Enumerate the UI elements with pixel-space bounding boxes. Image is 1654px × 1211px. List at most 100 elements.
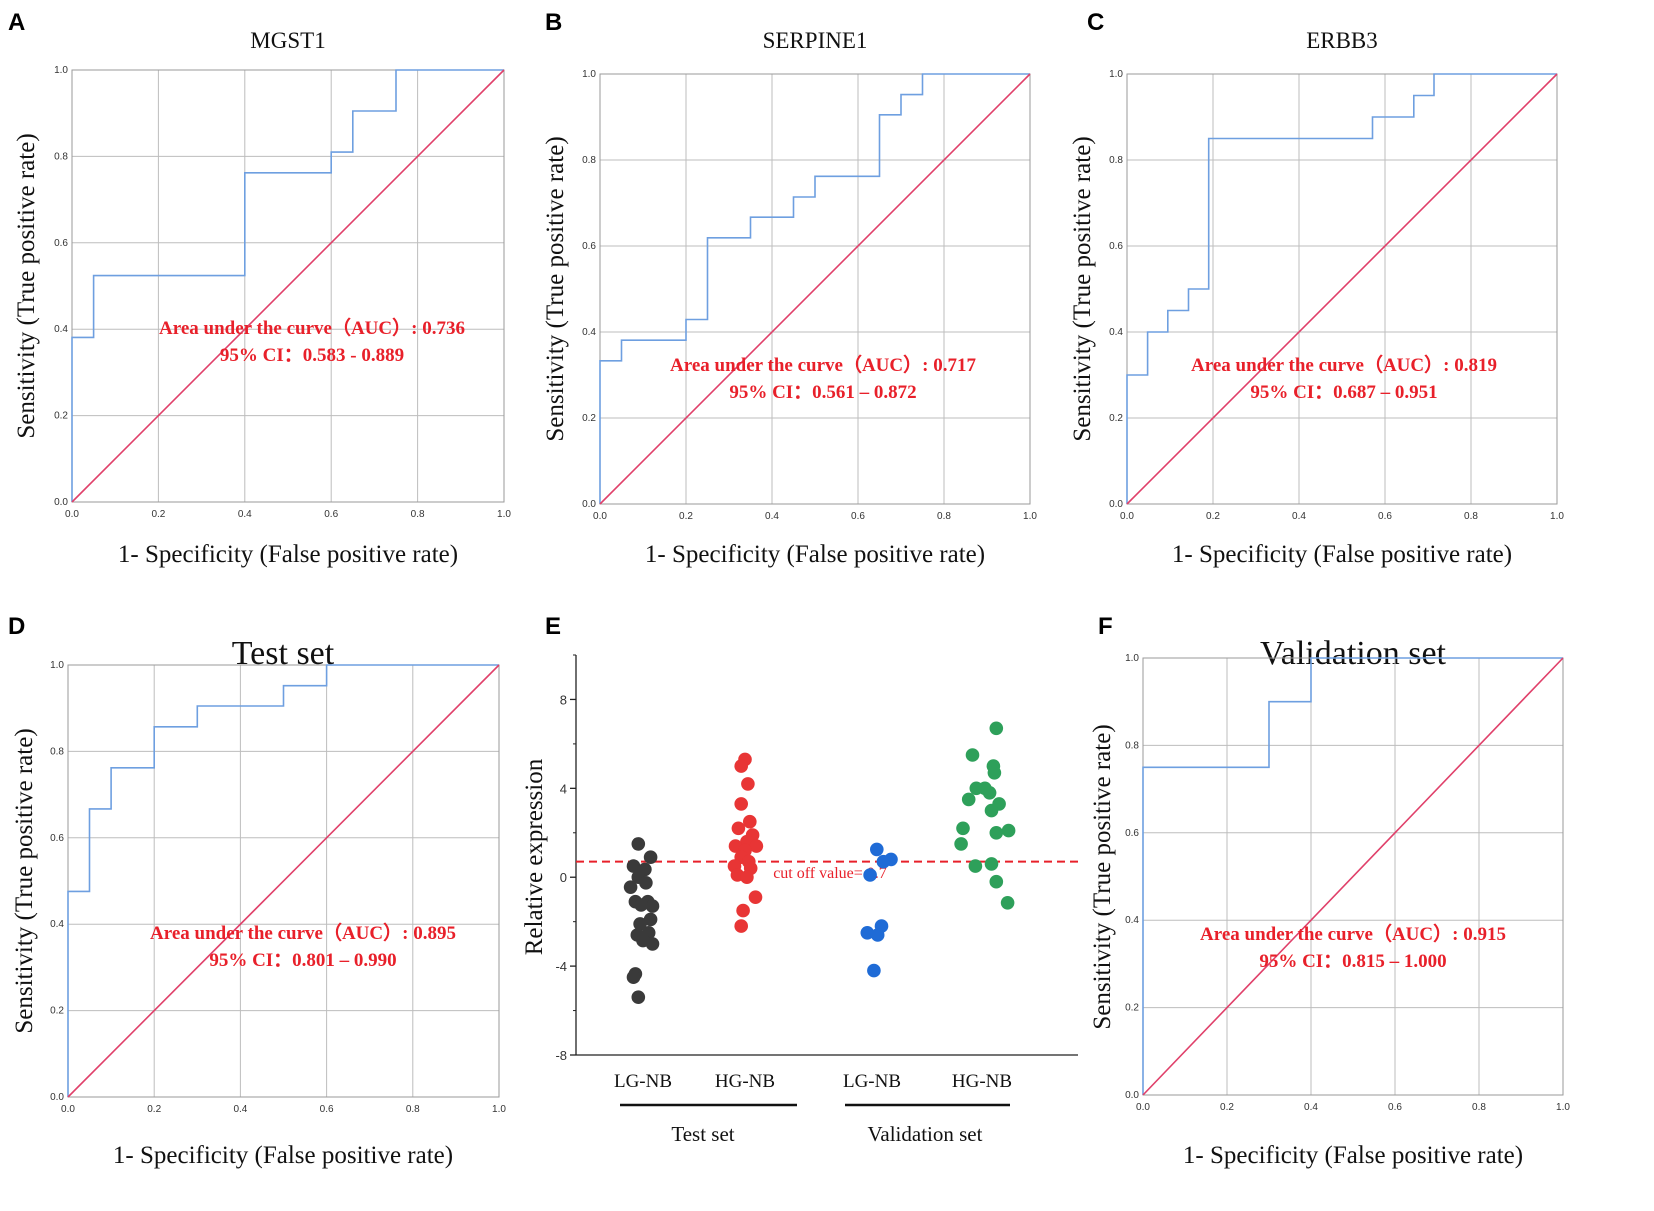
panel-title: Validation set [1260, 635, 1447, 672]
ci-annotation: 95% CI：0.801 – 0.990 [209, 950, 396, 971]
roc-curve [599, 73, 1030, 504]
data-point [740, 870, 754, 884]
data-point [989, 826, 1004, 840]
data-point [734, 759, 748, 773]
y-tick-label: 0.6 [1125, 828, 1139, 839]
data-point [984, 803, 999, 818]
data-point [626, 859, 641, 873]
x-axis-label: 1- Specificity (False positive rate) [113, 1142, 453, 1169]
data-point [1000, 896, 1015, 910]
data-point [634, 898, 648, 912]
data-point [645, 899, 660, 913]
reference-diagonal-line [71, 69, 505, 503]
y-tick-label: 0.8 [582, 155, 596, 166]
data-point [643, 850, 658, 864]
y-tick-label: 0.0 [1125, 1090, 1139, 1101]
x-tick-label: 1.0 [1550, 511, 1564, 522]
y-tick-label: 8 [560, 692, 567, 707]
cutoff-label: cut off value= 0.7 [773, 865, 887, 882]
y-tick-label: 1.0 [50, 660, 64, 671]
data-point [989, 721, 1004, 736]
y-tick-label: 0.2 [50, 1006, 64, 1017]
x-axis-label: 1- Specificity (False positive rate) [645, 541, 985, 568]
roc-panel-d: D Test set 0.00.0 0.2 0.2 0.4 0.4 0.6 0.6 0.8 0.8 1… [8, 613, 506, 1169]
data-point [860, 926, 875, 940]
x-tick-label: 0.8 [1472, 1102, 1486, 1113]
group-label: Validation set [868, 1122, 983, 1146]
x-tick-label: 0.4 [1304, 1102, 1318, 1113]
panel-title: MGST1 [250, 28, 325, 53]
data-point [741, 777, 755, 791]
reference-diagonal-line [1142, 657, 1564, 1096]
data-point [989, 874, 1004, 889]
roc-curve [1126, 73, 1557, 504]
x-tick-label: 0.2 [147, 1104, 161, 1115]
data-point [645, 937, 660, 951]
x-tick-label: 0.6 [1378, 511, 1392, 522]
x-tick-label: 0.2 [1206, 511, 1220, 522]
x-tick-label: 0.0 [61, 1104, 75, 1115]
x-tick-label: 0.6 [324, 509, 338, 520]
y-tick-label: 0.0 [54, 497, 68, 508]
roc-panel-b: B SERPINE1 0.00.0 0.2 0.2 0.4 0.4 0.6 0.6 0.8 0.8 1… [542, 9, 1037, 568]
auc-annotation: Area under the curve（AUC）: 0.915 [1200, 922, 1506, 945]
category-label: LG-NB [614, 1071, 672, 1092]
x-tick-label: 1.0 [492, 1104, 506, 1115]
x-tick-label: 0.2 [151, 509, 165, 520]
reference-diagonal-line [67, 664, 500, 1098]
x-tick-label: 0.4 [233, 1104, 247, 1115]
x-tick-label: 0.2 [1220, 1102, 1234, 1113]
x-axis-label: 1- Specificity (False positive rate) [118, 541, 458, 568]
y-tick-label: 0.6 [582, 241, 596, 252]
y-axis-label: Sensitivity (True positive rate) [1089, 724, 1116, 1029]
data-point [631, 990, 646, 1004]
category-label: LG-NB [843, 1071, 901, 1092]
ci-annotation: 95% CI：0.815 – 1.000 [1259, 951, 1446, 972]
data-point [1001, 823, 1016, 838]
panel-letter: D [8, 613, 25, 640]
data-point [734, 919, 748, 933]
data-point [863, 868, 877, 882]
y-tick-label: 0.2 [1125, 1003, 1139, 1014]
y-tick-label: 1.0 [54, 65, 68, 76]
x-tick-label: 0.8 [411, 509, 425, 520]
auc-annotation: Area under the curve（AUC）: 0.819 [1191, 353, 1497, 376]
panel-letter: A [8, 9, 25, 36]
roc-curve [67, 664, 499, 1097]
y-tick-label: 0.8 [50, 746, 64, 757]
plot-frame [1126, 73, 1558, 505]
data-point [639, 876, 653, 890]
ci-annotation: 95% CI：0.687 – 0.951 [1250, 382, 1437, 403]
data-point [633, 917, 647, 931]
data-point [749, 839, 764, 853]
y-tick-label: -4 [555, 959, 567, 974]
roc-panel-a: A MGST1 0.00.0 0.2 0.2 0.4 0.4 0.6 0.6 0.8 0.8 1.0 1… [8, 9, 511, 568]
y-tick-label: 0.8 [1109, 155, 1123, 166]
data-point [734, 797, 748, 811]
auc-annotation: Area under the curve（AUC）: 0.895 [150, 921, 456, 944]
x-axis-label: 1- Specificity (False positive rate) [1172, 541, 1512, 568]
panel-title: SERPINE1 [763, 28, 868, 53]
x-tick-label: 0.0 [593, 511, 607, 522]
data-point [965, 748, 980, 762]
y-tick-label: 0.0 [1109, 499, 1123, 510]
category-label: HG-NB [952, 1071, 1012, 1092]
group-label: Test set [671, 1122, 734, 1146]
plot-frame [67, 664, 500, 1098]
x-tick-label: 0.0 [1136, 1102, 1150, 1113]
data-point [870, 842, 884, 857]
x-tick-label: 0.8 [406, 1104, 420, 1115]
x-tick-label: 1.0 [1023, 511, 1037, 522]
scatter-panel-e: E -8 -4 0 4 8 Relative expression cut off value… [521, 613, 1078, 1146]
y-tick-label: -8 [555, 1048, 567, 1063]
panel-letter: E [545, 613, 561, 640]
panel-letter: B [545, 9, 562, 36]
x-axis-label: 1- Specificity (False positive rate) [1183, 1142, 1523, 1169]
x-tick-label: 0.0 [65, 509, 79, 520]
y-tick-label: 0.4 [54, 324, 68, 335]
y-tick-label: 0.2 [582, 413, 596, 424]
auc-annotation: Area under the curve（AUC）: 0.717 [670, 353, 976, 376]
reference-diagonal-line [599, 73, 1031, 505]
y-tick-label: 0.6 [54, 238, 68, 249]
